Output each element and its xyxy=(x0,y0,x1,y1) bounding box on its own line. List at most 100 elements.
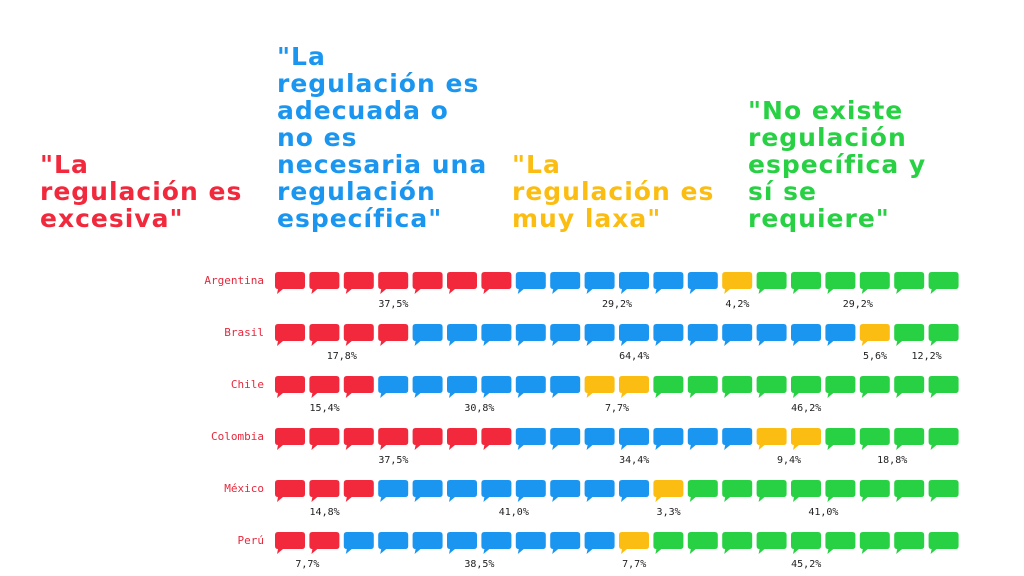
icon xyxy=(791,428,821,450)
icon xyxy=(343,324,374,346)
icon xyxy=(481,272,512,294)
category-label: México xyxy=(224,482,264,495)
value-label: 7,7% xyxy=(622,559,646,570)
icon xyxy=(515,324,546,346)
icon xyxy=(653,480,684,502)
category-label: Perú xyxy=(238,534,265,547)
icon xyxy=(481,428,512,450)
icon xyxy=(550,272,581,294)
icon xyxy=(481,532,512,554)
value-label: 30,8% xyxy=(464,403,494,414)
value-label: 34,4% xyxy=(619,455,649,466)
icon xyxy=(343,428,374,450)
icon xyxy=(722,532,753,554)
icon xyxy=(894,480,925,502)
value-label: 29,2% xyxy=(602,299,632,310)
legend-heading: "La regulación es muy laxa" xyxy=(512,150,715,233)
value-label: 38,5% xyxy=(464,559,494,570)
icon xyxy=(584,532,615,554)
icon xyxy=(722,272,753,294)
icon xyxy=(653,324,684,346)
icon xyxy=(343,376,374,398)
icon xyxy=(343,532,374,554)
icon xyxy=(309,480,340,502)
icon xyxy=(584,428,615,450)
icon xyxy=(722,428,753,450)
icon xyxy=(309,532,340,554)
icon xyxy=(894,532,925,554)
icon xyxy=(619,324,649,346)
icon xyxy=(275,532,305,554)
icon xyxy=(722,376,753,398)
icon xyxy=(756,532,787,554)
icon xyxy=(550,428,581,450)
icon xyxy=(481,324,512,346)
icon xyxy=(447,376,477,398)
icon xyxy=(447,532,477,554)
value-label: 5,6% xyxy=(863,351,887,362)
icon xyxy=(412,532,443,554)
icon xyxy=(378,376,409,398)
icon xyxy=(584,324,615,346)
legend-heading: "La regulación es excesiva" xyxy=(40,150,243,233)
icon xyxy=(756,480,787,502)
value-label: 7,7% xyxy=(295,559,319,570)
icon xyxy=(928,480,959,502)
icon xyxy=(481,376,512,398)
icon xyxy=(412,480,443,502)
icon xyxy=(378,480,409,502)
icon xyxy=(687,428,718,450)
value-label: 18,8% xyxy=(877,455,907,466)
icon xyxy=(687,324,718,346)
icon xyxy=(619,428,649,450)
icon xyxy=(859,376,890,398)
icon xyxy=(756,272,787,294)
icon xyxy=(687,480,718,502)
icon xyxy=(378,428,409,450)
icon xyxy=(550,324,581,346)
icon xyxy=(791,480,821,502)
value-label: 45,2% xyxy=(791,559,821,570)
icon xyxy=(515,532,546,554)
icon xyxy=(825,480,856,502)
icon xyxy=(412,272,443,294)
value-label: 14,8% xyxy=(310,507,340,518)
icon xyxy=(619,376,649,398)
value-label: 4,2% xyxy=(725,299,749,310)
icon xyxy=(756,376,787,398)
icon xyxy=(791,324,821,346)
icon xyxy=(687,272,718,294)
icon xyxy=(343,480,374,502)
category-label: Brasil xyxy=(224,326,264,339)
category-label: Colombia xyxy=(211,430,264,443)
icon xyxy=(894,376,925,398)
icon xyxy=(791,532,821,554)
icon xyxy=(791,376,821,398)
icon xyxy=(412,428,443,450)
category-label: Chile xyxy=(231,378,264,391)
icon xyxy=(825,376,856,398)
icon xyxy=(584,480,615,502)
icon xyxy=(447,428,477,450)
legend-heading: "No existe regulación específica y sí se… xyxy=(748,96,927,233)
icon xyxy=(584,376,615,398)
icon xyxy=(653,532,684,554)
icon xyxy=(859,272,890,294)
icon xyxy=(859,324,890,346)
category-label: Argentina xyxy=(204,274,264,287)
icon xyxy=(619,480,649,502)
icon xyxy=(894,428,925,450)
icon xyxy=(550,376,581,398)
icon xyxy=(653,428,684,450)
icon xyxy=(275,324,305,346)
icon xyxy=(309,376,340,398)
icon xyxy=(687,532,718,554)
icon xyxy=(309,428,340,450)
icon xyxy=(894,324,925,346)
icon xyxy=(515,480,546,502)
icon xyxy=(515,272,546,294)
value-label: 3,3% xyxy=(657,507,681,518)
icon xyxy=(309,272,340,294)
icon xyxy=(825,532,856,554)
